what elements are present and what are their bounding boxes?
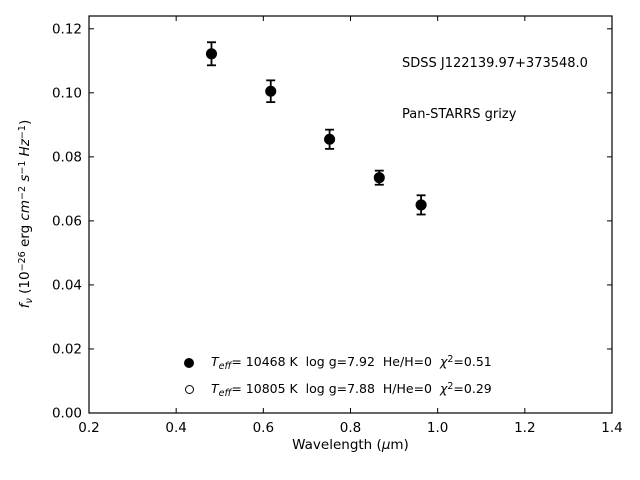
- legend-label-model-2: Teff= 10805 K log g=7.88 H/He=0 χ2=0.29: [211, 380, 492, 399]
- mu-symbol: μ: [381, 437, 391, 453]
- legend-row-model-2: Teff= 10805 K log g=7.88 H/He=0 χ2=0.29: [176, 376, 492, 403]
- data-point-z: [373, 172, 385, 184]
- data-point-r: [265, 85, 277, 97]
- legend: Teff= 10468 K log g=7.92 He/H=0 χ2=0.51 …: [176, 349, 492, 403]
- data-point-g: [205, 48, 218, 60]
- survey-name: Pan-STARRS grizy: [402, 107, 517, 122]
- x-tick-label: 1.2: [514, 420, 535, 436]
- legend-row-model-1: Teff= 10468 K log g=7.92 He/H=0 χ2=0.51: [176, 349, 492, 376]
- ylabel-f: f: [17, 303, 33, 309]
- chi-symbol: χ: [439, 353, 448, 369]
- x-tick-label: 0.4: [165, 420, 186, 436]
- y-tick-label: 0.08: [52, 149, 82, 165]
- data-point-i: [324, 133, 336, 145]
- x-tick-label: 0.2: [78, 420, 99, 436]
- target-name: SDSS J122139.97+373548.0: [402, 56, 588, 71]
- y-tick-label: 0.10: [52, 85, 82, 101]
- target-annotation: SDSS J122139.97+373548.0 Pan-STARRS griz…: [402, 21, 588, 157]
- chi-symbol: χ: [439, 380, 448, 396]
- data-point-y: [415, 199, 427, 211]
- y-tick-label: 0.06: [52, 213, 82, 229]
- x-tick-label: 1.4: [601, 420, 622, 436]
- x-tick-label: 0.6: [253, 420, 274, 436]
- x-tick-label: 0.8: [340, 420, 361, 436]
- y-tick-label: 0.00: [52, 406, 82, 422]
- ylabel-exponent: −26: [17, 251, 28, 272]
- legend-label-model-1: Teff= 10468 K log g=7.92 He/H=0 χ2=0.51: [211, 353, 492, 372]
- ylabel-nu-subscript: ν: [24, 298, 35, 304]
- y-tick-label: 0.02: [52, 341, 82, 357]
- y-axis-label: fν (10−26 erg cm−2 s−1 Hz−1): [17, 119, 35, 309]
- x-tick-label: 1.0: [427, 420, 448, 436]
- y-tick-label: 0.04: [52, 277, 82, 293]
- y-tick-label: 0.12: [52, 21, 82, 37]
- x-axis-label: Wavelength (μm): [292, 437, 409, 453]
- open-circle-icon: [176, 385, 202, 394]
- filled-circle-icon: [176, 357, 202, 368]
